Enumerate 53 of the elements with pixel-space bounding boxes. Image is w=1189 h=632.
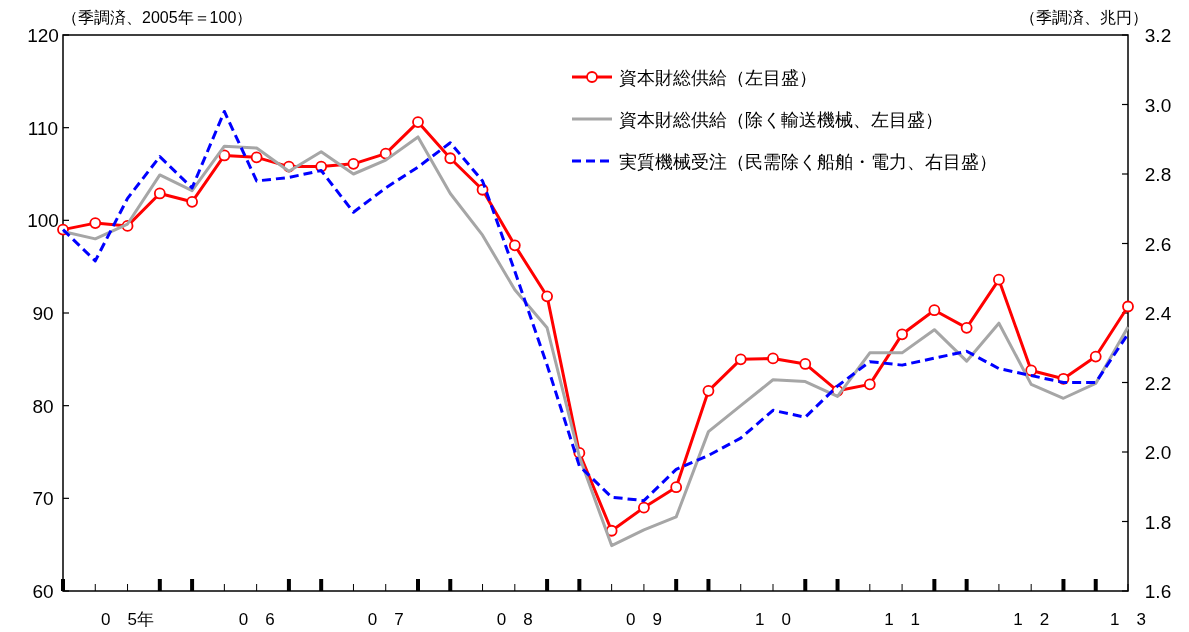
x-tick-label: 0 5年 (101, 610, 155, 629)
legend-label: 実質機械受注（民需除く船舶・電力、右目盛） (619, 152, 997, 172)
point (1025, 364, 1038, 377)
legend-label: 資本財総供給（除く輸送機械、左目盛） (619, 110, 943, 130)
y-tick-label: 100 (27, 210, 59, 232)
y2-tick-label: 3.0 (1144, 94, 1172, 116)
x-tick-label: 0 6 (238, 610, 275, 629)
point (186, 195, 198, 208)
point (702, 384, 715, 397)
y2-axis-title: （季調済、兆円） (1020, 9, 1148, 26)
y2-tick-label: 2.6 (1144, 233, 1172, 255)
x-tick-label: 1 3 (1110, 610, 1146, 629)
point (412, 116, 424, 129)
point (863, 378, 876, 391)
y2-tick-label: 2.2 (1144, 372, 1172, 394)
y-tick-label: 70 (32, 488, 54, 510)
point (250, 151, 263, 164)
point (541, 290, 553, 303)
y2-tick-label: 1.6 (1144, 581, 1172, 602)
point (928, 304, 941, 317)
point (896, 328, 908, 341)
point (89, 217, 102, 230)
x-tick-label: 1 1 (884, 610, 921, 629)
y2-tick-label: 2.8 (1144, 164, 1172, 185)
x-tick-label: 0 9 (625, 610, 662, 629)
point (1089, 350, 1102, 363)
y-tick-label: 120 (27, 25, 59, 46)
point (799, 358, 812, 370)
point (638, 501, 650, 514)
point (734, 353, 747, 366)
y-tick-label: 110 (27, 117, 59, 139)
x-tick-label: 0 7 (367, 610, 404, 629)
point (670, 481, 683, 494)
point (993, 273, 1005, 286)
point (444, 152, 457, 165)
x-tick-label: 0 8 (496, 610, 533, 629)
point (508, 239, 521, 252)
x-tick-label: 1 2 (1013, 610, 1050, 629)
y2-tick-label: 3.2 (1144, 25, 1172, 46)
y-axis-title: （季調済、2005年＝100） (62, 9, 253, 26)
point (347, 157, 360, 170)
legend-label: 資本財総供給（左目盛） (619, 68, 817, 88)
point (960, 321, 973, 334)
point (767, 352, 779, 365)
y-tick-label: 90 (32, 303, 54, 324)
x-tick-label: 1 0 (755, 610, 791, 629)
point (1122, 300, 1134, 313)
y2-tick-label: 2.0 (1144, 442, 1172, 463)
point (153, 187, 166, 200)
y2-tick-label: 2.4 (1144, 303, 1172, 324)
y2-tick-label: 1.8 (1144, 511, 1172, 533)
y-tick-label: 60 (32, 581, 54, 602)
y-tick-label: 80 (32, 395, 54, 417)
